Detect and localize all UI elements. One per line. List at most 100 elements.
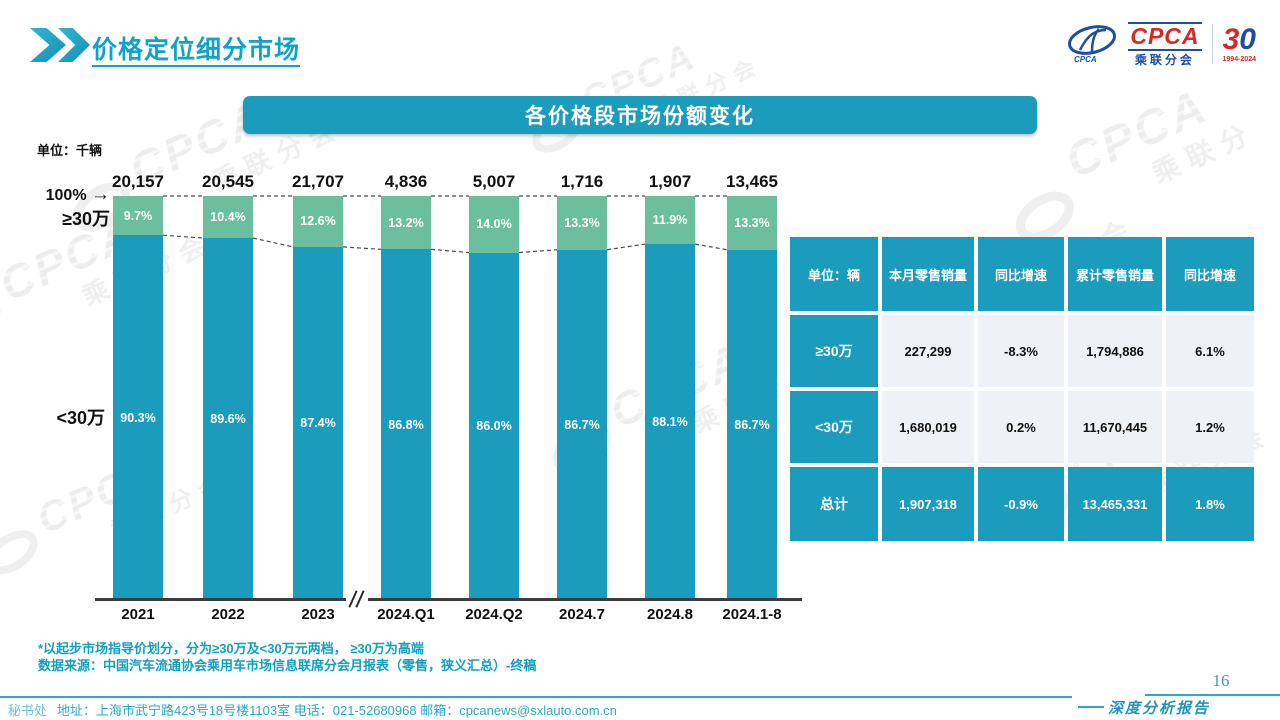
- segment-ge30: 14.0%: [469, 196, 519, 253]
- x-axis-line: [95, 598, 802, 601]
- bar-total-value: 4,836: [384, 172, 428, 191]
- bar-total-value: 5,007: [472, 172, 516, 191]
- table-row-label: <30万: [790, 391, 878, 463]
- bar-total-value: 20,157: [112, 172, 164, 191]
- bar-total-value: 1,716: [560, 172, 604, 191]
- axis-100-text: 100%: [45, 187, 87, 204]
- segment-lt30-label: 86.0%: [476, 419, 512, 434]
- stacked-bar-2021: 9.7% 90.3%: [113, 196, 163, 600]
- cpca-logo: CPCA CPCA 乘联分会 30 1994-2024: [1066, 22, 1256, 66]
- segment-lt30: 86.8%: [381, 249, 431, 600]
- page-number: 16: [1212, 671, 1230, 690]
- table-header-cell: 同比增速: [1166, 237, 1254, 311]
- segment-ge30-label: 13.2%: [388, 215, 424, 230]
- segment-ge30: 13.2%: [381, 196, 431, 250]
- segment-lt30-label: 89.6%: [210, 412, 246, 426]
- footnote-source: 数据来源：中国汽车流通协会乘用车市场信息联席分会月报表（零售，狭义汇总）-终稿: [38, 658, 537, 673]
- stacked-bar-2024.Q2: 14.0% 86.0%: [469, 196, 519, 600]
- anniv-years: 1994-2024: [1222, 56, 1256, 63]
- table-data-cell: -0.9%: [978, 467, 1064, 541]
- bar-total-value: 13,465: [726, 172, 778, 191]
- segment-ge30-label: 13.3%: [564, 215, 600, 230]
- segment-lt30: 88.1%: [645, 244, 695, 600]
- stacked-bar-2022: 10.4% 89.6%: [203, 196, 253, 600]
- x-axis-label: 2021: [121, 606, 155, 623]
- anniv-3: 3: [1222, 23, 1240, 56]
- stacked-bar-2024.Q1: 13.2% 86.8%: [381, 196, 431, 600]
- table-data-cell: 1.2%: [1166, 391, 1254, 463]
- stacked-bar-2024.1-8: 13.3% 86.7%: [727, 196, 777, 600]
- anniv-0: 0: [1239, 23, 1256, 56]
- report-type-label: 深度分析报告: [1108, 701, 1211, 717]
- cpca-wordmark: CPCA 乘联分会: [1128, 22, 1202, 66]
- x-axis-label: 2024.Q2: [465, 606, 523, 623]
- segment-ge30: 11.9%: [645, 196, 695, 245]
- table-header-cell: 单位：辆: [790, 237, 878, 311]
- table-header-cell: 累计零售销量: [1068, 237, 1162, 311]
- x-axis-label: 2024.Q1: [377, 606, 435, 623]
- segment-ge30: 13.3%: [557, 196, 607, 250]
- segment-lt30: 86.7%: [557, 249, 607, 600]
- price-segment-table: 单位：辆 本月零售销量 同比增速 累计零售销量 同比增速 ≥30万 227,299 -8.3%…: [790, 237, 1254, 541]
- page-title: 价格定位细分市场: [92, 36, 301, 64]
- stacked-bar-2024.7: 13.3% 86.7%: [557, 196, 607, 600]
- segment-lt30-label: 87.4%: [300, 416, 336, 431]
- anniversary-30-logo: 30 1994-2024: [1222, 23, 1256, 64]
- segment-ge30-label: 11.9%: [652, 213, 688, 228]
- footer-divider: [0, 696, 1072, 698]
- table-data-cell: 13,465,331: [1068, 467, 1162, 541]
- axis-break-icon: [346, 590, 368, 608]
- segment-lt30: 89.6%: [203, 238, 253, 600]
- table-data-cell: 0.2%: [978, 391, 1064, 463]
- cpca-oval-icon: CPCA: [1066, 24, 1118, 64]
- table-header-cell: 本月零售销量: [882, 237, 974, 311]
- table-data-cell: 1.8%: [1166, 467, 1254, 541]
- segment-lt30: 87.4%: [293, 246, 343, 600]
- table-data-cell: 1,680,019: [882, 391, 974, 463]
- axis-100-label: 100% →: [26, 184, 110, 206]
- segment-ge30-label: 9.7%: [123, 208, 153, 223]
- segment-ge30-label: 14.0%: [476, 217, 512, 232]
- segment-lt30-label: 88.1%: [652, 415, 688, 430]
- chevron-right-icon: [30, 28, 66, 62]
- bar-total-value: 1,907: [648, 172, 692, 191]
- chart-title-banner: 各价格段市场份额变化: [243, 96, 1037, 134]
- segment-ge30: 12.6%: [293, 196, 343, 247]
- x-axis-label: 2024.1-8: [722, 606, 782, 623]
- segment-ge30: 13.3%: [727, 196, 777, 250]
- x-axis-label: 2023: [301, 606, 335, 623]
- stacked-bar-2023: 12.6% 87.4%: [293, 196, 343, 600]
- table-row-label: 总计: [790, 467, 878, 541]
- svg-text:CPCA: CPCA: [1074, 55, 1097, 64]
- table-data-cell: 227,299: [882, 315, 974, 387]
- logo-divider: [1211, 24, 1213, 64]
- table-data-cell: 6.1%: [1166, 315, 1254, 387]
- table-data-cell: -8.3%: [978, 315, 1064, 387]
- segment-lt30-label: 90.3%: [120, 410, 156, 425]
- x-axis-label: 2024.8: [647, 606, 693, 623]
- series-label-ge30: ≥30万: [62, 209, 110, 229]
- segment-lt30: 90.3%: [113, 235, 163, 600]
- footer-dash: [1078, 706, 1104, 708]
- segment-lt30-label: 86.8%: [388, 417, 424, 432]
- footnote-definition: *以起步市场指导价划分，分为≥30万及<30万元两档， ≥30万为高端: [38, 641, 424, 656]
- bar-total-value: 21,707: [292, 172, 344, 191]
- x-axis-label: 2024.7: [559, 606, 605, 623]
- segment-lt30: 86.0%: [469, 252, 519, 600]
- table-row-label: ≥30万: [790, 315, 878, 387]
- segment-lt30: 86.7%: [727, 249, 777, 600]
- series-label-lt30: <30万: [56, 408, 105, 428]
- footer-secretariat: 秘书处: [8, 703, 48, 718]
- x-axis-label: 2022: [211, 606, 245, 623]
- segment-ge30-label: 12.6%: [300, 214, 336, 229]
- table-data-cell: 11,670,445: [1068, 391, 1162, 463]
- bar-total-value: 20,545: [202, 172, 254, 191]
- cpca-text: CPCA: [1128, 22, 1202, 51]
- segment-ge30-label: 10.4%: [210, 210, 246, 224]
- footer-contact-text: 地址：上海市武宁路423号18号楼1103室 电话：021-52680968 邮…: [57, 703, 617, 718]
- segment-ge30: 9.7%: [113, 196, 163, 236]
- unit-label: 单位：千辆: [37, 143, 103, 158]
- stacked-bar-2024.8: 11.9% 88.1%: [645, 196, 695, 600]
